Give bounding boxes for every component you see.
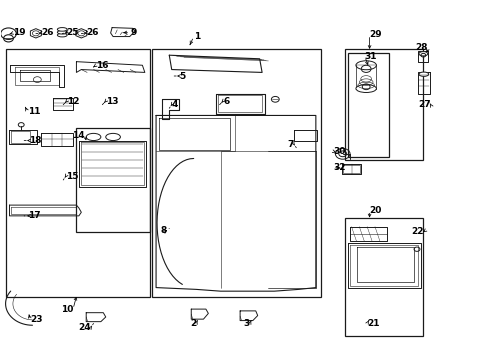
Text: 21: 21: [367, 319, 380, 328]
Text: 23: 23: [30, 315, 43, 324]
Ellipse shape: [57, 33, 67, 37]
Text: 32: 32: [333, 163, 345, 172]
Ellipse shape: [106, 134, 121, 140]
Ellipse shape: [356, 61, 376, 70]
Text: 22: 22: [411, 228, 423, 237]
Text: 20: 20: [369, 206, 382, 215]
Text: 14: 14: [72, 131, 85, 140]
Text: 28: 28: [416, 43, 428, 52]
Text: 17: 17: [27, 211, 40, 220]
Bar: [347, 53, 389, 157]
Text: 31: 31: [365, 52, 377, 61]
Text: 3: 3: [244, 319, 250, 328]
Ellipse shape: [356, 85, 376, 93]
Text: 26: 26: [41, 28, 53, 37]
Text: 2: 2: [190, 319, 196, 328]
Text: 27: 27: [418, 100, 431, 109]
Text: 24: 24: [78, 323, 91, 332]
Text: 8: 8: [161, 226, 167, 235]
Text: 1: 1: [194, 32, 200, 41]
Text: 11: 11: [27, 107, 40, 116]
Text: 16: 16: [96, 61, 108, 70]
Text: 6: 6: [223, 96, 229, 105]
Text: 18: 18: [29, 136, 42, 145]
Text: 9: 9: [130, 28, 137, 37]
Bar: [152, 49, 321, 297]
Text: 5: 5: [179, 72, 185, 81]
Bar: [76, 128, 150, 232]
Text: 4: 4: [172, 100, 178, 109]
Text: 12: 12: [67, 96, 79, 105]
Text: 13: 13: [106, 96, 118, 105]
Text: 7: 7: [288, 140, 294, 149]
Ellipse shape: [86, 134, 101, 140]
Text: 25: 25: [67, 28, 79, 37]
Text: 10: 10: [61, 305, 73, 314]
Text: 29: 29: [369, 30, 382, 39]
Text: 15: 15: [66, 172, 78, 181]
Text: 19: 19: [13, 28, 25, 37]
Ellipse shape: [57, 28, 67, 31]
Text: 26: 26: [86, 28, 98, 37]
Text: 30: 30: [333, 147, 345, 156]
Ellipse shape: [419, 51, 428, 56]
Ellipse shape: [419, 72, 429, 76]
Bar: [345, 49, 423, 160]
Ellipse shape: [57, 31, 67, 34]
Bar: [345, 218, 423, 336]
Bar: [5, 49, 150, 297]
